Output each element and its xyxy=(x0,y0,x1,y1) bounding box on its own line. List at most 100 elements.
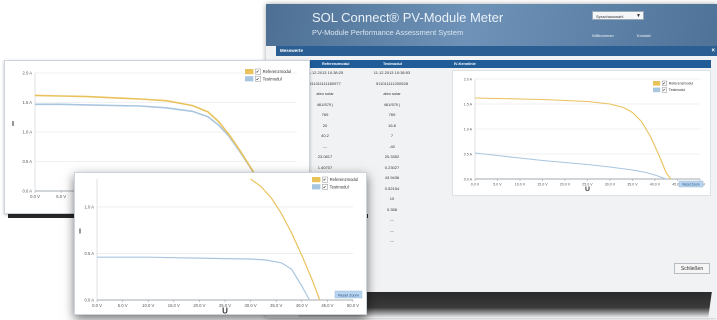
legend-checkbox xyxy=(255,68,261,75)
close-button[interactable]: Schließen xyxy=(674,263,710,274)
table-header: Referenzmodul Testmodul IV-Kennlinie xyxy=(276,60,711,68)
x-tick-label: 35.0 V xyxy=(627,183,638,187)
legend-checkbox xyxy=(322,183,328,190)
series-line-test xyxy=(97,256,311,301)
y-tick-label: 1.0 A xyxy=(464,128,473,132)
legend-swatch xyxy=(312,177,321,183)
x-tick-label: 30.0 V xyxy=(245,303,257,308)
legend-checkbox xyxy=(661,87,667,93)
table-cell-reference: 1.40707 xyxy=(317,164,333,170)
legend-swatch xyxy=(653,87,661,93)
table-cell-test: aleo solar xyxy=(383,91,401,96)
x-tick-label: 40.0 V xyxy=(296,303,308,308)
series-line-reference xyxy=(34,94,269,192)
x-tick-label: 25.0 V xyxy=(219,303,231,308)
table-cell-reference: 40.2 xyxy=(321,133,329,138)
x-tick-label: 20.0 V xyxy=(193,303,205,308)
y-tick-label: 1.0 A xyxy=(22,130,32,135)
x-tick-label: 15.0 V xyxy=(537,183,548,187)
y-tick-label: 0.0 A xyxy=(464,178,473,182)
table-cell-test: 0.23027 xyxy=(384,164,400,170)
reset-zoom-button xyxy=(334,290,363,299)
dialog-title-bar: Messwerte × xyxy=(276,46,717,56)
table-cell-test: 7 xyxy=(390,133,394,138)
x-tick-label: 0.0 V xyxy=(92,303,102,308)
legend-label: Referenzmodul xyxy=(263,69,291,74)
table-cell-test: 461/570 | xyxy=(383,101,401,107)
table-cell-test: 11.12.2013 10:38:53 xyxy=(373,70,411,75)
table-cell-test: 0.52154 xyxy=(384,185,400,191)
check-icon: ✔ xyxy=(323,184,327,189)
table-cell-reference: 769 xyxy=(321,112,329,117)
iv-chart-testmodul-degraded: 0.0 A 0.5 A 1.0 A 1.5 A 2.0 A 0.0 V 5.0 V 10.0 … xyxy=(446,78,706,194)
legend-swatch xyxy=(312,184,321,190)
legend-label: Referenzmodul xyxy=(330,177,358,182)
x-tick-label: 25.0 V xyxy=(582,183,593,187)
x-tick-label: 0.0 V xyxy=(30,194,40,199)
x-tick-label: 10.0 V xyxy=(142,303,154,308)
legend-label: Referenzmodul xyxy=(669,82,694,86)
x-tick-label: 30.0 V xyxy=(605,183,616,187)
app-header: SOL Connect® PV-Module Meter PV-Module P… xyxy=(266,4,717,46)
x-tick-label: 10.0 V xyxy=(515,183,526,187)
nav-contact-link[interactable]: Kontakt xyxy=(637,33,651,38)
table-cell-test: 20.3352 xyxy=(384,154,400,159)
table-cell-reference: 461/570 | xyxy=(316,101,334,107)
table-cell-reference: 11.12.2013 10:38:25 xyxy=(306,70,344,75)
app-title: SOL Connect® PV-Module Meter xyxy=(312,10,504,25)
x-axis-title: U xyxy=(222,306,228,314)
table-cell-test: --- xyxy=(390,238,394,243)
table-cell-test: 10 xyxy=(389,196,395,201)
legend-checkbox xyxy=(322,176,328,183)
table-cell-test: --- xyxy=(390,227,394,233)
table-cell-reference: 23.0817 xyxy=(317,154,333,159)
x-tick-label: 40.0 V xyxy=(650,183,661,187)
table-cell-reference: aleo solar xyxy=(316,91,334,96)
y-tick-label: 2.0 A xyxy=(464,78,473,82)
chart-panel-front: 0.0 A 0.5 A 1.0 A 0.0 V 5.0 V 10.0 V 15.0 V 20.… xyxy=(74,172,367,315)
reset-zoom-button xyxy=(678,180,704,188)
y-tick-label: 0.5 A xyxy=(464,153,473,157)
reset-zoom-label: Reset Zoom xyxy=(682,182,700,186)
series-line-test xyxy=(474,152,667,180)
chevron-down-icon: ▼ xyxy=(636,13,641,19)
series-line-reference xyxy=(474,97,672,180)
table-cell-test: 43.9436 xyxy=(384,175,400,180)
check-icon: ✔ xyxy=(663,88,666,92)
iv-chart-zoomed: 0.0 A 0.5 A 1.0 A 0.0 V 5.0 V 10.0 V 15.0 V 20.… xyxy=(79,176,363,315)
legend-checkbox xyxy=(661,80,667,86)
chart-panel-iv-curve: 0.0 A 0.5 A 1.0 A 1.5 A 2.0 A 0.0 V 5.0 V 10.0 … xyxy=(446,70,711,196)
table-cell-test: 769 xyxy=(388,112,396,117)
legend-checkbox xyxy=(255,75,261,82)
column-header-reference: Referenzmodul xyxy=(322,62,350,66)
x-tick-label: 0.0 V xyxy=(471,183,480,187)
x-tick-label: 50.0 V xyxy=(347,303,359,308)
y-tick-label: 1.5 A xyxy=(22,100,32,105)
y-tick-label: 0.0 A xyxy=(22,189,32,194)
series-line-reference xyxy=(250,178,321,301)
dialog-title: Messwerte xyxy=(280,48,304,53)
y-axis-title: I xyxy=(79,227,81,235)
language-select-label: Sprachauswahl xyxy=(596,14,624,19)
table-cell-reference: --- xyxy=(323,143,327,149)
nav-welcome-link[interactable]: Willkommen xyxy=(592,33,614,38)
column-header-iv-curve: IV-Kennlinie xyxy=(454,62,476,66)
table-cell-reference: 20 xyxy=(322,122,328,128)
close-icon[interactable]: × xyxy=(711,48,715,54)
y-tick-label: 1.0 A xyxy=(84,204,94,209)
table-cell-test: --- xyxy=(390,217,394,222)
language-select[interactable]: Sprachauswahl ▼ xyxy=(592,11,644,20)
y-tick-label: 0.5 A xyxy=(84,251,94,256)
x-tick-label: 5.0 V xyxy=(493,183,502,187)
check-icon: ✔ xyxy=(663,82,666,86)
table-cell-test: -40 xyxy=(389,143,395,149)
y-axis-title: I xyxy=(12,120,14,128)
x-tick-label: 5.0 V xyxy=(56,194,66,199)
legend-swatch xyxy=(245,69,254,75)
x-tick-label: 5.0 V xyxy=(118,303,128,308)
y-tick-label: 2.0 A xyxy=(22,71,32,76)
legend-label: Testmodul xyxy=(669,88,686,92)
x-tick-label: 35.0 V xyxy=(270,303,282,308)
table-cell-test: 16.8 xyxy=(388,122,396,128)
legend-label: Testmodul xyxy=(330,184,349,189)
